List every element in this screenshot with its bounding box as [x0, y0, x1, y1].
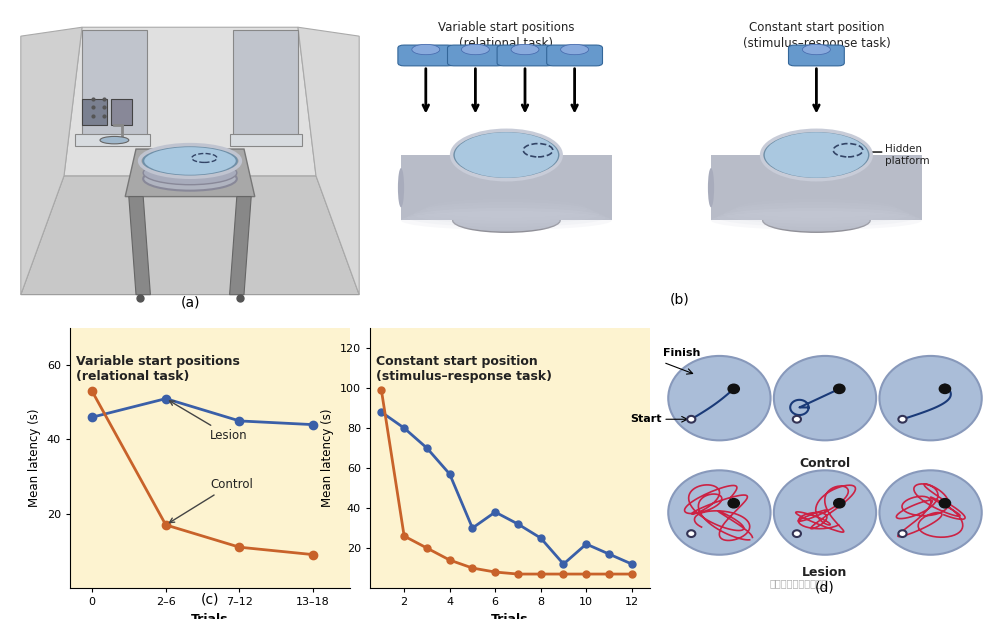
- Ellipse shape: [708, 168, 714, 207]
- Ellipse shape: [717, 208, 916, 227]
- Ellipse shape: [100, 136, 129, 144]
- FancyBboxPatch shape: [398, 45, 454, 66]
- Ellipse shape: [398, 168, 404, 207]
- Text: Lesion: Lesion: [170, 401, 248, 443]
- Polygon shape: [21, 176, 359, 295]
- X-axis label: Trials: Trials: [191, 613, 229, 619]
- Ellipse shape: [420, 202, 593, 221]
- Polygon shape: [230, 134, 302, 146]
- Polygon shape: [21, 27, 82, 295]
- FancyBboxPatch shape: [82, 98, 107, 125]
- Ellipse shape: [461, 45, 489, 54]
- Ellipse shape: [711, 211, 922, 230]
- Circle shape: [834, 498, 845, 508]
- Ellipse shape: [723, 205, 909, 224]
- Polygon shape: [125, 149, 255, 197]
- Text: Lesion: Lesion: [802, 566, 848, 579]
- Text: (d): (d): [815, 580, 835, 594]
- FancyBboxPatch shape: [788, 45, 844, 66]
- Text: Control: Control: [799, 457, 851, 470]
- Polygon shape: [233, 30, 298, 143]
- Circle shape: [898, 416, 907, 423]
- Ellipse shape: [412, 45, 440, 54]
- Ellipse shape: [763, 209, 870, 232]
- Circle shape: [774, 356, 876, 440]
- Text: Finish: Finish: [663, 348, 701, 358]
- Circle shape: [793, 530, 801, 537]
- Ellipse shape: [453, 209, 560, 232]
- Circle shape: [939, 498, 951, 508]
- Polygon shape: [75, 134, 150, 146]
- Ellipse shape: [764, 131, 869, 179]
- Ellipse shape: [426, 199, 587, 218]
- Circle shape: [668, 470, 771, 555]
- Text: Control: Control: [169, 478, 253, 522]
- Circle shape: [834, 384, 845, 394]
- Text: (c): (c): [201, 592, 219, 607]
- Circle shape: [939, 384, 951, 394]
- Ellipse shape: [407, 208, 606, 227]
- Polygon shape: [64, 27, 316, 176]
- Ellipse shape: [561, 45, 589, 54]
- Ellipse shape: [401, 211, 612, 230]
- Text: Variable start positions
(relational task): Variable start positions (relational tas…: [76, 355, 239, 383]
- Ellipse shape: [736, 199, 897, 218]
- Text: Start: Start: [631, 414, 662, 424]
- Text: (b): (b): [670, 293, 690, 306]
- FancyBboxPatch shape: [448, 45, 503, 66]
- Circle shape: [728, 384, 739, 394]
- Text: (a): (a): [180, 295, 200, 310]
- Circle shape: [774, 470, 876, 555]
- Ellipse shape: [143, 167, 237, 191]
- Circle shape: [687, 416, 695, 423]
- Ellipse shape: [454, 131, 559, 179]
- FancyBboxPatch shape: [547, 45, 602, 66]
- Ellipse shape: [511, 45, 539, 54]
- Circle shape: [728, 498, 739, 508]
- Polygon shape: [711, 155, 922, 220]
- FancyBboxPatch shape: [497, 45, 553, 66]
- Y-axis label: Mean latency (s): Mean latency (s): [28, 409, 41, 508]
- Circle shape: [668, 356, 771, 440]
- Ellipse shape: [802, 45, 830, 54]
- Polygon shape: [129, 197, 150, 295]
- Circle shape: [793, 416, 801, 423]
- Polygon shape: [401, 155, 612, 220]
- Text: 动物神经科学与行为学: 动物神经科学与行为学: [769, 578, 828, 588]
- Text: Constant start position
(stimulus–response task): Constant start position (stimulus–respon…: [743, 21, 890, 50]
- Polygon shape: [230, 197, 251, 295]
- Ellipse shape: [413, 205, 599, 224]
- X-axis label: Trials: Trials: [491, 613, 529, 619]
- Y-axis label: Mean latency (s): Mean latency (s): [321, 409, 334, 508]
- Text: Hidden
platform: Hidden platform: [885, 144, 929, 166]
- Ellipse shape: [730, 202, 903, 221]
- Ellipse shape: [143, 146, 237, 176]
- Circle shape: [898, 530, 907, 537]
- Text: Constant start position
(stimulus–response task): Constant start position (stimulus–respon…: [376, 355, 552, 383]
- Circle shape: [687, 530, 695, 537]
- Circle shape: [879, 470, 982, 555]
- Polygon shape: [298, 27, 359, 295]
- Circle shape: [879, 356, 982, 440]
- Text: Variable start positions
(relational task): Variable start positions (relational tas…: [438, 21, 575, 50]
- Ellipse shape: [143, 161, 237, 184]
- Polygon shape: [82, 30, 147, 143]
- FancyBboxPatch shape: [111, 98, 132, 125]
